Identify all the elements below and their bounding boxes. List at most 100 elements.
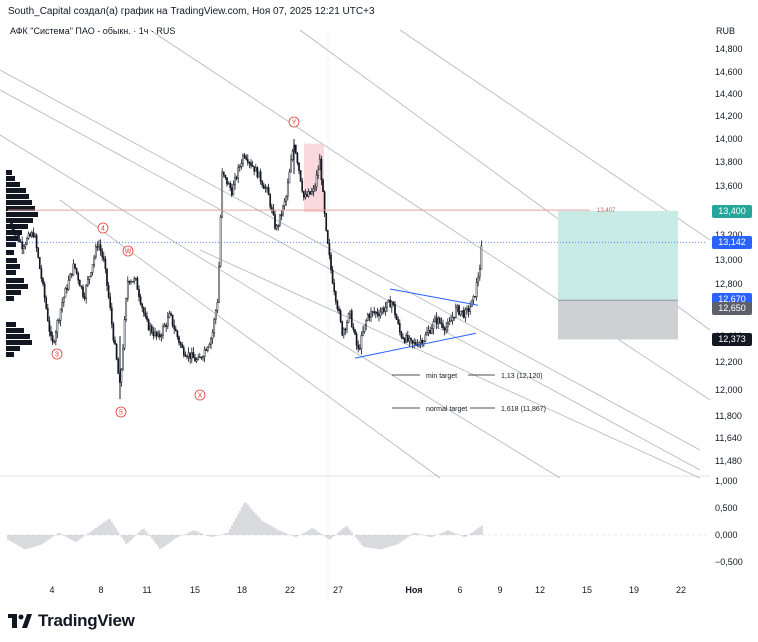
candle-body [53, 341, 56, 343]
candle-body [248, 162, 251, 164]
volume-profile-bar [6, 200, 32, 205]
time-axis-tick: 22 [676, 585, 686, 595]
candle-body [464, 309, 467, 318]
wave-marker-label: 5 [119, 410, 123, 417]
footer-logo[interactable]: TradingView [8, 610, 135, 632]
candle-body [336, 301, 339, 310]
candle-body [358, 348, 361, 350]
volume-profile-bar [6, 212, 38, 217]
chart-background [0, 30, 710, 600]
candle-body [251, 165, 254, 167]
candle-body [50, 331, 52, 336]
candle-body [418, 342, 420, 347]
candle-body [16, 233, 19, 236]
candle-body [61, 302, 64, 310]
candle-body [114, 340, 116, 345]
candle-body [314, 186, 316, 190]
osc-axis-tick: 1,000 [715, 476, 738, 486]
candle-body [206, 346, 209, 351]
candle-body [285, 196, 288, 202]
price-axis-tick: 14,400 [715, 89, 743, 99]
candle-body [96, 246, 99, 248]
candle-body [142, 307, 145, 314]
candle-body [141, 303, 144, 308]
volume-profile-bar [6, 352, 14, 357]
volume-profile-bar [6, 170, 12, 175]
candle-body [443, 327, 446, 331]
candle-body [222, 171, 225, 176]
candle-body [152, 332, 155, 336]
candle-body [426, 332, 428, 336]
candle-body [259, 171, 262, 182]
candle-body [226, 177, 228, 185]
candle-body [277, 225, 280, 227]
candle-body [90, 272, 92, 277]
volume-profile-bar [6, 290, 21, 295]
candle-body [302, 190, 305, 198]
candle-body [38, 257, 41, 270]
candle-body [85, 285, 88, 299]
wave-marker-circle [122, 245, 134, 257]
candle-body [62, 296, 65, 303]
triangle-upper-line [389, 288, 479, 306]
candle-body [291, 150, 294, 160]
candle-body [214, 310, 217, 320]
tradingview-logo-text: TradingView [38, 611, 135, 630]
candle-body [131, 281, 134, 283]
candle-body [179, 342, 182, 345]
candle-body [229, 182, 232, 189]
price-axis-tick: 14,600 [715, 67, 743, 77]
candle-body [266, 187, 268, 189]
candle-body [341, 321, 344, 336]
candle-body [51, 335, 54, 342]
candle-body [456, 305, 459, 308]
candle-body [237, 167, 240, 179]
symbol-legend[interactable]: АФК "Система" ПАО - обыкн. · 1ч · RUS [10, 26, 176, 36]
candle-body [397, 319, 400, 324]
candle-body [256, 167, 259, 178]
candle-body [70, 273, 73, 276]
candle-body [144, 312, 147, 317]
time-axis-tick: 12 [535, 585, 545, 595]
candle-body [438, 317, 441, 324]
volume-profile-bar [6, 242, 16, 247]
candle-body [150, 325, 153, 333]
candle-body [75, 267, 78, 274]
candle-body [275, 225, 278, 229]
volume-profile-bar [6, 284, 28, 289]
channel-line [199, 249, 701, 479]
candle-body [242, 154, 244, 164]
candle-body [181, 344, 184, 348]
candle-body [258, 171, 260, 178]
candle-body [315, 174, 318, 188]
normal-target-value: 1,618 (11,867) [501, 406, 546, 413]
candle-body [22, 246, 25, 249]
price-axis-tick: 14,000 [715, 134, 743, 144]
candle-body [477, 276, 480, 283]
candle-body [472, 296, 475, 301]
candle-body [264, 187, 267, 189]
candle-body [334, 291, 337, 302]
candle-body [352, 326, 355, 330]
candle-body [230, 187, 233, 196]
min-target-label: min target [426, 373, 457, 380]
candle-body [94, 246, 97, 258]
volume-profile-bar [6, 322, 16, 327]
candle-body [290, 159, 292, 173]
candle-body [24, 243, 27, 247]
candle-body [202, 356, 204, 359]
candle-body [56, 320, 59, 333]
time-axis-tick: 8 [98, 585, 103, 595]
candle-body [371, 311, 374, 313]
candle-body [11, 224, 14, 231]
candle-body [14, 233, 17, 236]
candle-body [250, 162, 252, 166]
volume-profile-bar [6, 278, 24, 283]
candle-body [322, 179, 324, 193]
candle-body [186, 356, 188, 358]
channel-line [0, 134, 561, 479]
candle-body [197, 357, 200, 360]
volume-profile-bar [6, 296, 14, 301]
candle-body [46, 307, 49, 322]
